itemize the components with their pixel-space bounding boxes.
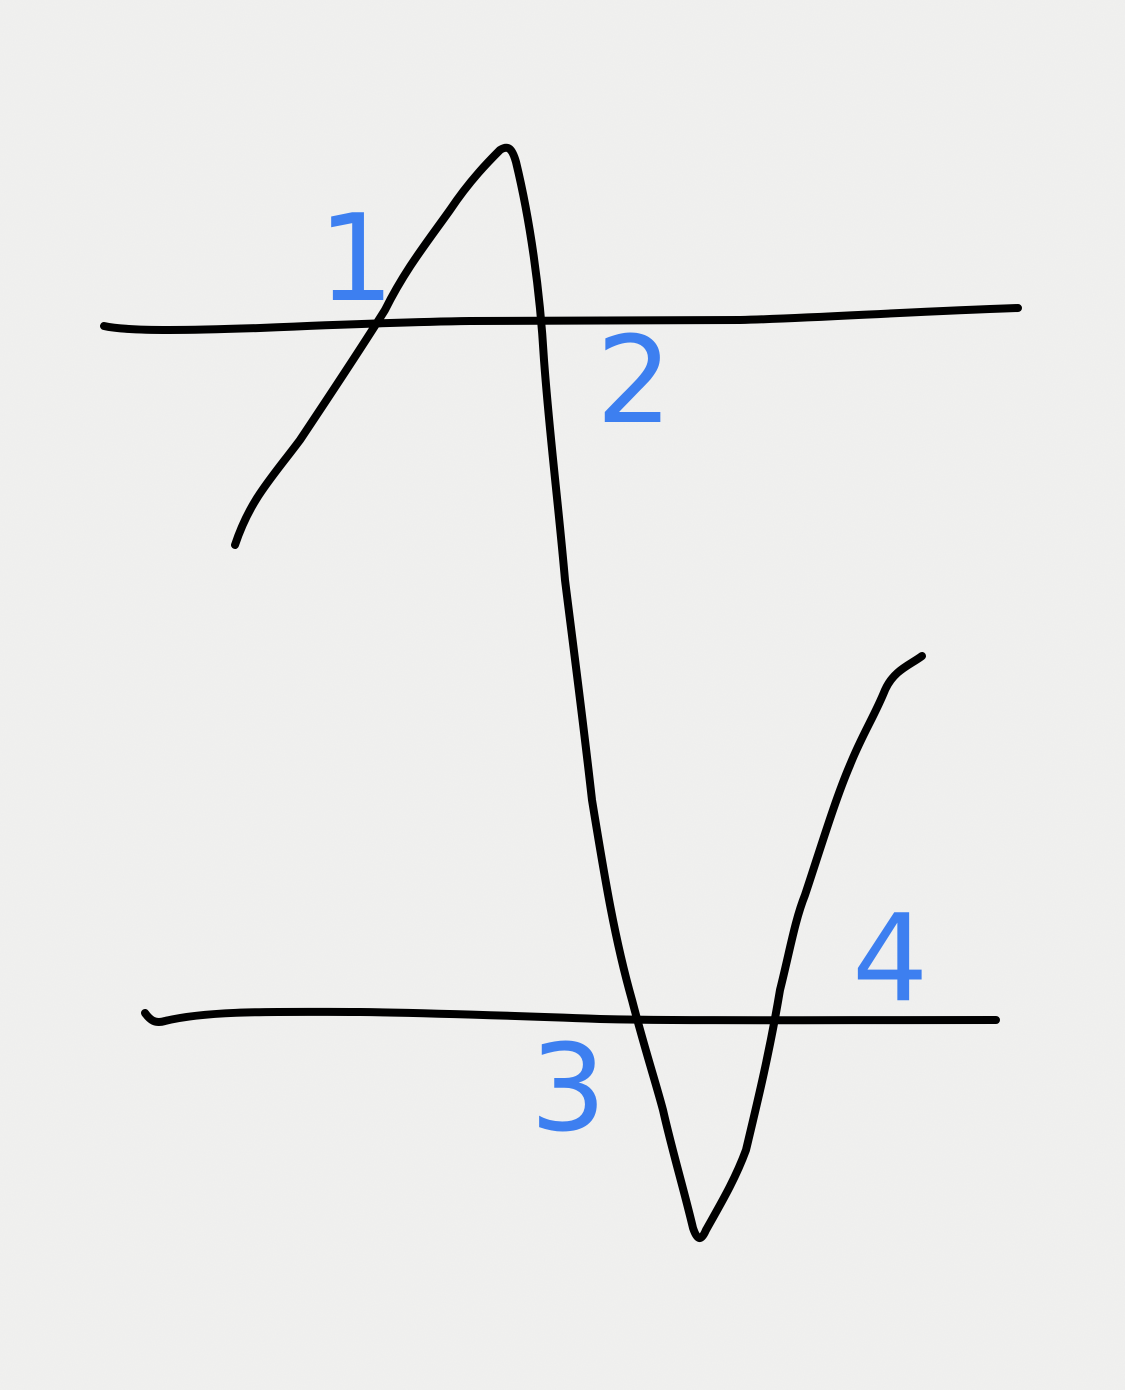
marker-4: 4: [852, 890, 928, 1029]
upper-horizontal-line: [100, 304, 1022, 334]
marker-3: 3: [530, 1020, 606, 1159]
lower-horizontal-line: [141, 1007, 1000, 1026]
marker-1: 1: [318, 190, 394, 329]
marker-2: 2: [596, 312, 672, 451]
waveform-curve: [231, 143, 926, 1242]
